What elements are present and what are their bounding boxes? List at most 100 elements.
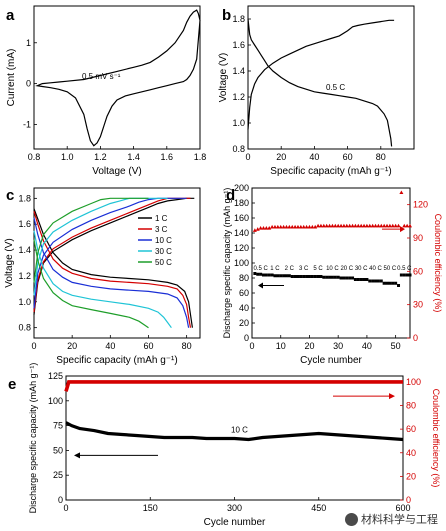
efficiency-point — [275, 224, 280, 229]
capacity-point — [296, 275, 300, 278]
capacity-point — [259, 272, 263, 276]
efficiency-point — [376, 223, 381, 228]
cv-curve — [35, 9, 201, 147]
y-tick-label-d: 20 — [239, 318, 249, 328]
capacity-point — [388, 281, 392, 285]
panel-a: a 0.8 1.0 1.2 1.4 1.6 1.8 -1 0 1 Voltage (V) Curren… — [6, 5, 207, 177]
y-axis-label-c: Voltage (V) — [4, 238, 15, 287]
capacity-point — [287, 274, 291, 278]
capacity-point — [359, 278, 363, 281]
y-tick-label-a: 0 — [26, 79, 31, 89]
efficiency-point — [301, 224, 306, 229]
panel-letter-c: c — [6, 187, 14, 204]
capacity-point — [385, 281, 389, 285]
profile-discharge-curve — [247, 18, 393, 147]
efficiency-point — [405, 223, 410, 228]
capacity-point — [333, 275, 337, 279]
y-tick-label-d: 40 — [239, 303, 249, 313]
efficiency-point — [399, 190, 404, 195]
capacity-point — [279, 274, 283, 278]
efficiency-point — [324, 223, 329, 228]
capacity-point — [348, 276, 352, 280]
y-tick-label-e: 25 — [53, 470, 63, 480]
capacity-point — [342, 276, 346, 280]
y-axis-label-a: Current (mA) — [6, 49, 17, 107]
charge-curve-4 — [33, 197, 149, 283]
x-tick-label-a: 1.8 — [194, 152, 207, 162]
efficiency-point — [281, 224, 286, 229]
watermark-text: 材料科学与工程 — [361, 514, 438, 526]
panel-b: b 0 20 40 60 80 0.8 1.0 1.2 1.4 1.6 1.8 Specific cap… — [218, 5, 415, 177]
capacity-point — [273, 274, 277, 278]
legend-label-2: 10 C — [155, 236, 172, 245]
y-tick-label-e: 0 — [58, 495, 63, 505]
x-tick-label-d: 10 — [276, 341, 286, 351]
capacity-point — [408, 273, 412, 277]
y-tick-label-d: 0 — [244, 333, 249, 343]
x-tick-label-b: 0 — [245, 152, 250, 162]
efficiency-point — [278, 224, 283, 229]
y-right-tick-label-d: 30 — [413, 300, 423, 310]
capacity-point — [391, 281, 395, 285]
efficiency-point — [304, 224, 309, 229]
efficiency-point — [287, 224, 292, 229]
x-tick-label-e: 0 — [63, 503, 68, 513]
x-tick-label-e: 300 — [227, 503, 242, 513]
efficiency-arrow-head — [400, 226, 405, 233]
x-tick-label-d: 50 — [391, 341, 401, 351]
annotation-rate: 0.5 C — [326, 83, 345, 92]
capacity-point — [405, 273, 409, 277]
y-tick-label-b: 1.4 — [232, 66, 245, 76]
capacity-point — [276, 274, 280, 278]
y-tick-label-e: 100 — [48, 396, 63, 406]
y-tick-label-b: 1.8 — [232, 14, 245, 24]
rate-label: 20 C — [340, 266, 353, 272]
y-tick-label-d: 60 — [239, 288, 249, 298]
wechat-icon — [345, 512, 358, 526]
efficiency-point — [350, 223, 355, 228]
y-tick-label-a: 1 — [26, 38, 31, 48]
x-tick-label-d: 30 — [333, 341, 343, 351]
y-tick-label-d: 200 — [234, 183, 249, 193]
efficiency-point — [387, 223, 392, 228]
efficiency-point — [264, 226, 269, 230]
y-right-tick-label-e: 80 — [406, 401, 416, 411]
capacity-point — [394, 281, 398, 285]
x-tick-label-e: 450 — [311, 503, 326, 513]
capacity-arrow-head-e — [74, 452, 80, 459]
y-tick-label-d: 140 — [234, 228, 249, 238]
efficiency-point — [313, 224, 318, 229]
capacity-point — [399, 273, 403, 277]
capacity-point — [376, 279, 380, 283]
y-tick-label-c: 1.6 — [18, 219, 31, 229]
efficiency-point — [318, 223, 323, 228]
panel-letter-e: e — [8, 376, 16, 393]
efficiency-point — [408, 223, 412, 228]
efficiency-point — [353, 223, 358, 228]
panel-c: c 0 20 40 60 80 0.8 1.0 1.2 1.4 1.6 1.8 Specific cap… — [4, 187, 201, 366]
y-right-tick-label-e: 0 — [406, 495, 411, 505]
x-tick-label-c: 80 — [182, 341, 192, 351]
panel-letter-b: b — [222, 7, 231, 24]
discharge-curve-3 — [33, 230, 172, 329]
x-tick-label-e: 600 — [395, 503, 410, 513]
capacity-point — [365, 278, 369, 281]
legend-label-4: 50 C — [155, 258, 172, 267]
capacity-point — [374, 279, 378, 283]
x-tick-label-d: 40 — [362, 341, 372, 351]
capacity-arrow-head — [258, 282, 263, 289]
x-axis-label-c: Specific capacity (mAh g⁻¹) — [56, 355, 177, 366]
efficiency-point — [336, 223, 341, 228]
efficiency-point — [362, 223, 367, 228]
efficiency-point — [339, 223, 344, 228]
efficiency-point — [396, 223, 401, 228]
capacity-point — [322, 275, 326, 279]
capacity-point — [284, 274, 288, 278]
efficiency-point — [290, 224, 295, 229]
y-tick-label-c: 1.8 — [18, 193, 31, 203]
y-tick-label-e: 125 — [48, 371, 63, 381]
x-axis-label-a: Voltage (V) — [92, 166, 141, 177]
efficiency-point — [310, 224, 315, 229]
x-tick-label-b: 20 — [276, 152, 286, 162]
watermark: 材料科学与工程 — [343, 511, 440, 527]
